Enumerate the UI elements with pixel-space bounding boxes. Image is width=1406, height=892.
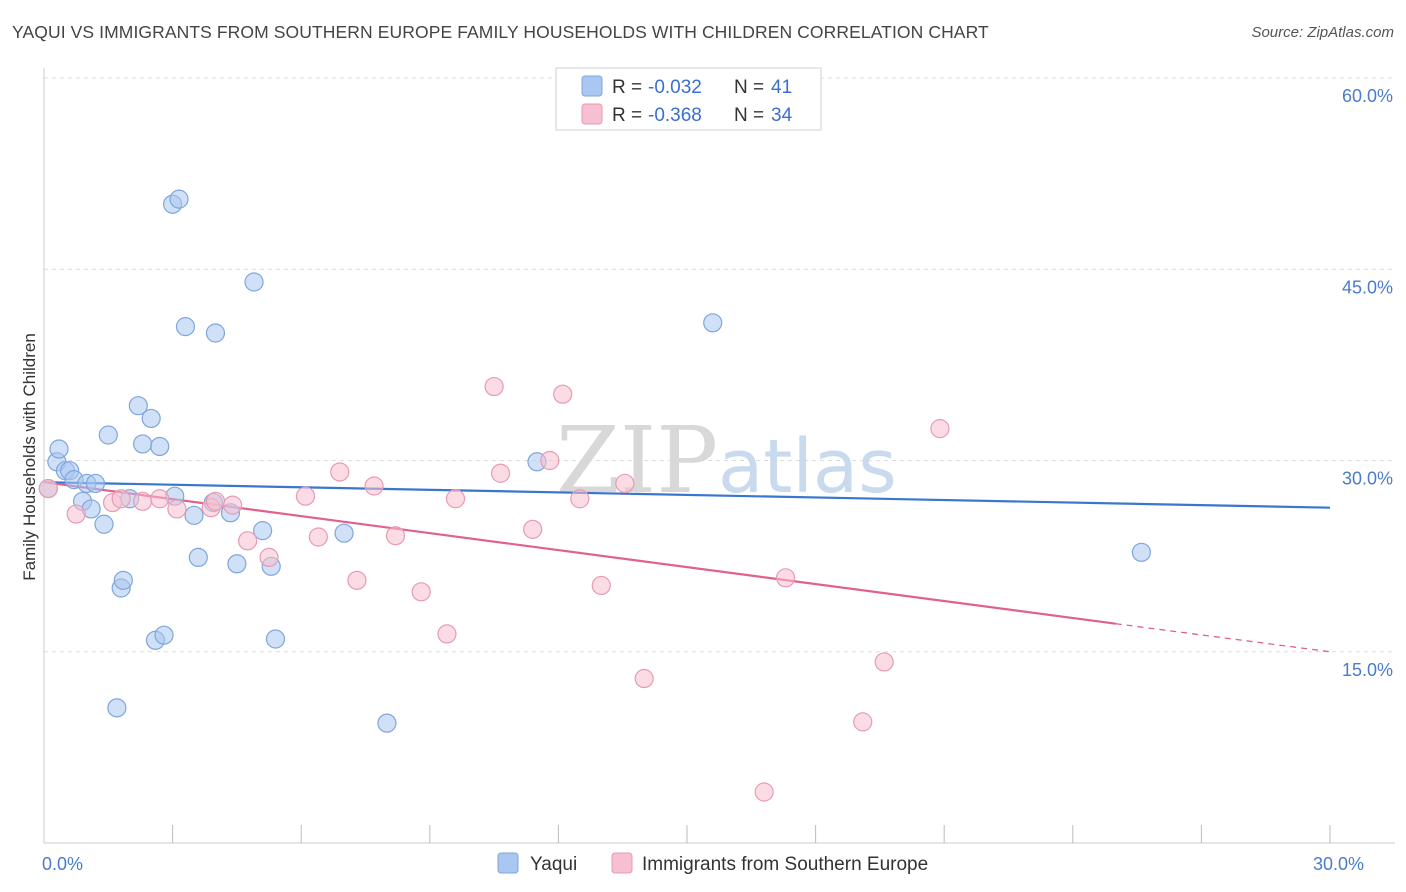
southern-europe-point: [347, 570, 367, 590]
yaqui-point: [150, 436, 170, 457]
axes: 15.0% 30.0% 45.0% 60.0% 0.0% 30.0%: [42, 68, 1395, 874]
yaqui-point: [227, 554, 247, 574]
southern-europe-point: [238, 531, 258, 551]
yaqui-point: [334, 523, 354, 543]
southern-europe-point: [853, 712, 873, 732]
yaqui-point: [169, 189, 189, 209]
y-tick-label: 30.0%: [1342, 469, 1393, 489]
yaqui-point: [85, 473, 106, 494]
series-legend-swatch: [611, 852, 633, 874]
southern-europe-point: [634, 668, 654, 689]
yaqui-point: [49, 439, 69, 459]
yaqui-point: [1131, 542, 1151, 562]
southern-europe-point: [411, 582, 431, 602]
legend-swatch: [581, 103, 603, 125]
yaqui-point: [107, 698, 127, 718]
yaqui-point: [132, 434, 153, 454]
southern-europe-point: [490, 463, 511, 483]
southern-europe-point: [38, 478, 58, 499]
yaqui-point: [141, 408, 161, 429]
yaqui-point: [377, 713, 397, 733]
legend-n-label: N =: [734, 105, 764, 126]
southern-europe-point: [111, 489, 131, 509]
correlation-legend: R = -0.032 N = 41 R = -0.368 N = 34: [555, 67, 822, 131]
x-tick-label: 30.0%: [1313, 854, 1364, 874]
legend-n-value: 41: [771, 77, 792, 98]
yaqui-point: [265, 629, 286, 649]
y-tick-label: 15.0%: [1342, 660, 1393, 680]
series-legend-label: Yaqui: [530, 854, 577, 875]
southern-europe-point: [66, 504, 86, 524]
legend-r-label: R =: [612, 77, 642, 98]
southern-europe-point: [150, 489, 170, 509]
southern-europe-point: [364, 476, 384, 496]
y-tick-label: 60.0%: [1342, 86, 1393, 106]
yaqui-trend-line: [43, 481, 1331, 509]
southern-europe-point: [295, 486, 316, 506]
series-legend-swatch: [497, 852, 519, 874]
yaqui-point: [154, 625, 174, 645]
yaqui-point: [205, 323, 226, 343]
yaqui-point: [703, 313, 723, 333]
southern-europe-point: [445, 489, 466, 509]
southern-europe-point: [523, 519, 543, 539]
yaqui-point: [98, 425, 118, 445]
series-legend: Yaqui Immigrants from Southern Europe: [497, 852, 928, 875]
southern-europe-point: [385, 526, 406, 546]
southern-europe-point: [591, 575, 611, 596]
southern-europe-point: [615, 473, 635, 494]
southern-europe-point: [754, 782, 774, 802]
legend-n-value: 34: [771, 105, 793, 126]
yaqui-point: [94, 514, 114, 534]
y-axis-label: Family Households with Children: [20, 333, 39, 581]
southern-europe-point: [570, 489, 590, 509]
southern-europe-point: [540, 450, 560, 471]
southern-europe-point: [484, 376, 504, 397]
gridlines: [44, 77, 1395, 653]
yaqui-point: [184, 505, 204, 525]
southern-europe-point: [205, 491, 226, 511]
legend-r-label: R =: [612, 105, 642, 126]
legend-swatch: [581, 75, 603, 97]
yaqui-point: [188, 547, 208, 568]
legend-r-value: -0.368: [648, 105, 702, 126]
southern-europe-point: [553, 384, 573, 404]
yaqui-point: [128, 396, 148, 416]
southern-europe-point: [308, 527, 328, 547]
yaqui-point: [113, 570, 133, 590]
series-legend-label: Immigrants from Southern Europe: [642, 854, 928, 875]
southern-europe-trend-extension: [1115, 623, 1331, 653]
legend-n-label: N =: [734, 77, 764, 98]
legend-r-value: -0.032: [648, 77, 702, 98]
southern-europe-point: [874, 652, 894, 672]
x-tick-label: 0.0%: [42, 854, 83, 874]
yaqui-point: [253, 521, 273, 541]
source-credit: Source: ZipAtlas.com: [1251, 24, 1394, 41]
chart-title: YAQUI VS IMMIGRANTS FROM SOUTHERN EUROPE…: [12, 22, 989, 42]
southern-europe-point: [167, 499, 187, 519]
southern-europe-point: [259, 547, 279, 568]
southern-europe-point: [775, 568, 796, 588]
southern-europe-point: [330, 462, 350, 482]
data-points: [38, 189, 1151, 802]
southern-europe-point: [930, 419, 950, 439]
y-tick-label: 45.0%: [1342, 277, 1393, 297]
yaqui-point: [175, 317, 196, 337]
watermark: ZIP atlas: [556, 407, 897, 514]
southern-europe-point: [132, 491, 153, 511]
southern-europe-point: [437, 624, 457, 644]
yaqui-point: [244, 272, 264, 292]
southern-europe-point: [223, 495, 243, 515]
